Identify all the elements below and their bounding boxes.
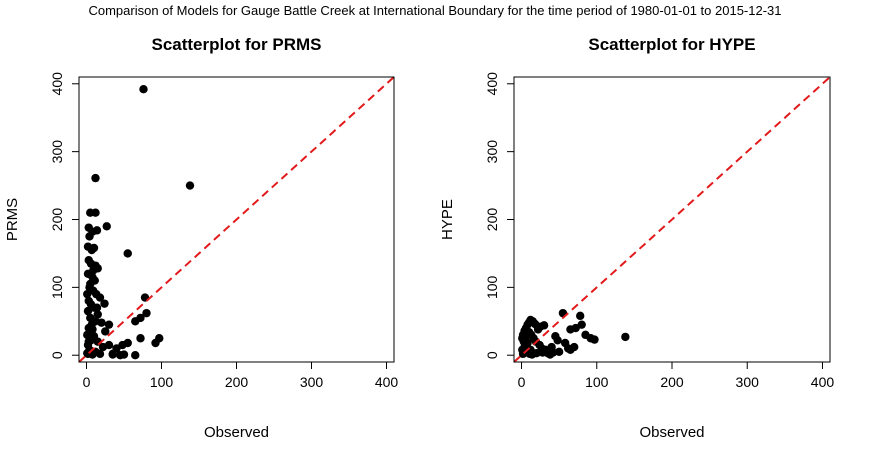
hype-y-tick-label: 300 [484,140,500,164]
hype-y-tick-label: 400 [484,72,500,96]
prms-data-point [185,181,195,190]
prms-data-point [116,351,125,360]
prms-data-point [104,320,114,329]
hype-y-tick-label: 200 [484,208,500,232]
prms-data-point [91,173,100,183]
hype-y-tick-label: 100 [484,275,500,299]
hype-data-point [524,327,534,337]
hype-data-point [523,338,532,348]
prms-scatter-panel: Scatterplot for PRMS 0 100 200 300 400 0 100 200… [4,35,398,441]
prms-y-tick-label: 200 [49,208,65,232]
prms-data-point [86,279,95,289]
prms-data-point [91,208,100,217]
page-title: Comparison of Models for Gauge Battle Cr… [88,3,782,18]
prms-data-point [97,318,106,327]
prms-data-point [92,303,102,312]
hype-data-point [548,348,558,357]
prms-data-point [93,310,102,319]
prms-data-point [84,337,93,346]
hype-data-point [551,332,560,341]
prms-y-tick-label: 100 [49,275,65,299]
prms-data-point [95,293,105,302]
hype-x-axis-label: Observed [639,424,704,441]
prms-data-point [131,317,140,326]
hype-x-tick-label: 300 [736,374,760,390]
hype-x-tick-label: 200 [660,374,684,390]
hype-y-axis-label: HYPE [439,199,456,240]
prms-y-tick-label: 400 [49,72,65,96]
prms-y-tick-label: 300 [49,140,65,164]
prms-data-point [100,299,109,308]
prms-data-point [139,85,148,94]
hype-y-tick-label: 0 [484,351,500,359]
hype-x-tick-label: 0 [518,374,526,390]
prms-x-axis-label: Observed [204,424,269,441]
hype-data-point [537,344,547,353]
prms-y-tick-label: 0 [49,351,65,359]
prms-y-axis-label: PRMS [4,198,21,241]
prms-data-point [136,334,145,343]
prms-data-point [104,340,114,350]
hype-data-point [581,330,590,340]
prms-data-point [101,327,110,336]
prms-data-point [85,232,94,241]
prms-data-point [92,226,102,235]
prms-data-point [87,320,96,329]
prms-x-tick-label: 0 [83,374,91,390]
prms-data-point [83,306,93,316]
prms-reference-line [78,76,395,363]
hype-data-point [576,311,585,321]
prms-data-point [131,351,140,360]
prms-x-tick-label: 100 [150,374,174,390]
hype-scatter-panel: Scatterplot for HYPE 0 100 200 300 400 0 100 200… [439,35,834,441]
prms-data-point [151,338,160,348]
prms-data-point [95,349,105,359]
hype-chart-title: Scatterplot for HYPE [588,35,755,54]
hype-reference-line [513,76,831,363]
prms-data-point [102,222,111,231]
hype-x-tick-label: 100 [585,374,609,390]
hype-data-point [621,332,630,342]
prms-data-point [108,349,117,359]
prms-data-point [118,340,127,350]
prms-x-tick-label: 400 [375,374,399,390]
prms-data-point [142,308,151,318]
prms-x-tick-label: 300 [300,374,324,390]
prms-data-point [89,266,98,275]
prms-data-point [89,243,99,253]
hype-data-point [569,342,579,352]
prms-chart-title: Scatterplot for PRMS [151,35,321,54]
prms-x-tick-label: 200 [225,374,249,390]
hype-x-tick-label: 400 [811,374,835,390]
prms-data-point [83,289,92,299]
hype-data-point [571,323,580,333]
prms-data-point [123,249,132,258]
